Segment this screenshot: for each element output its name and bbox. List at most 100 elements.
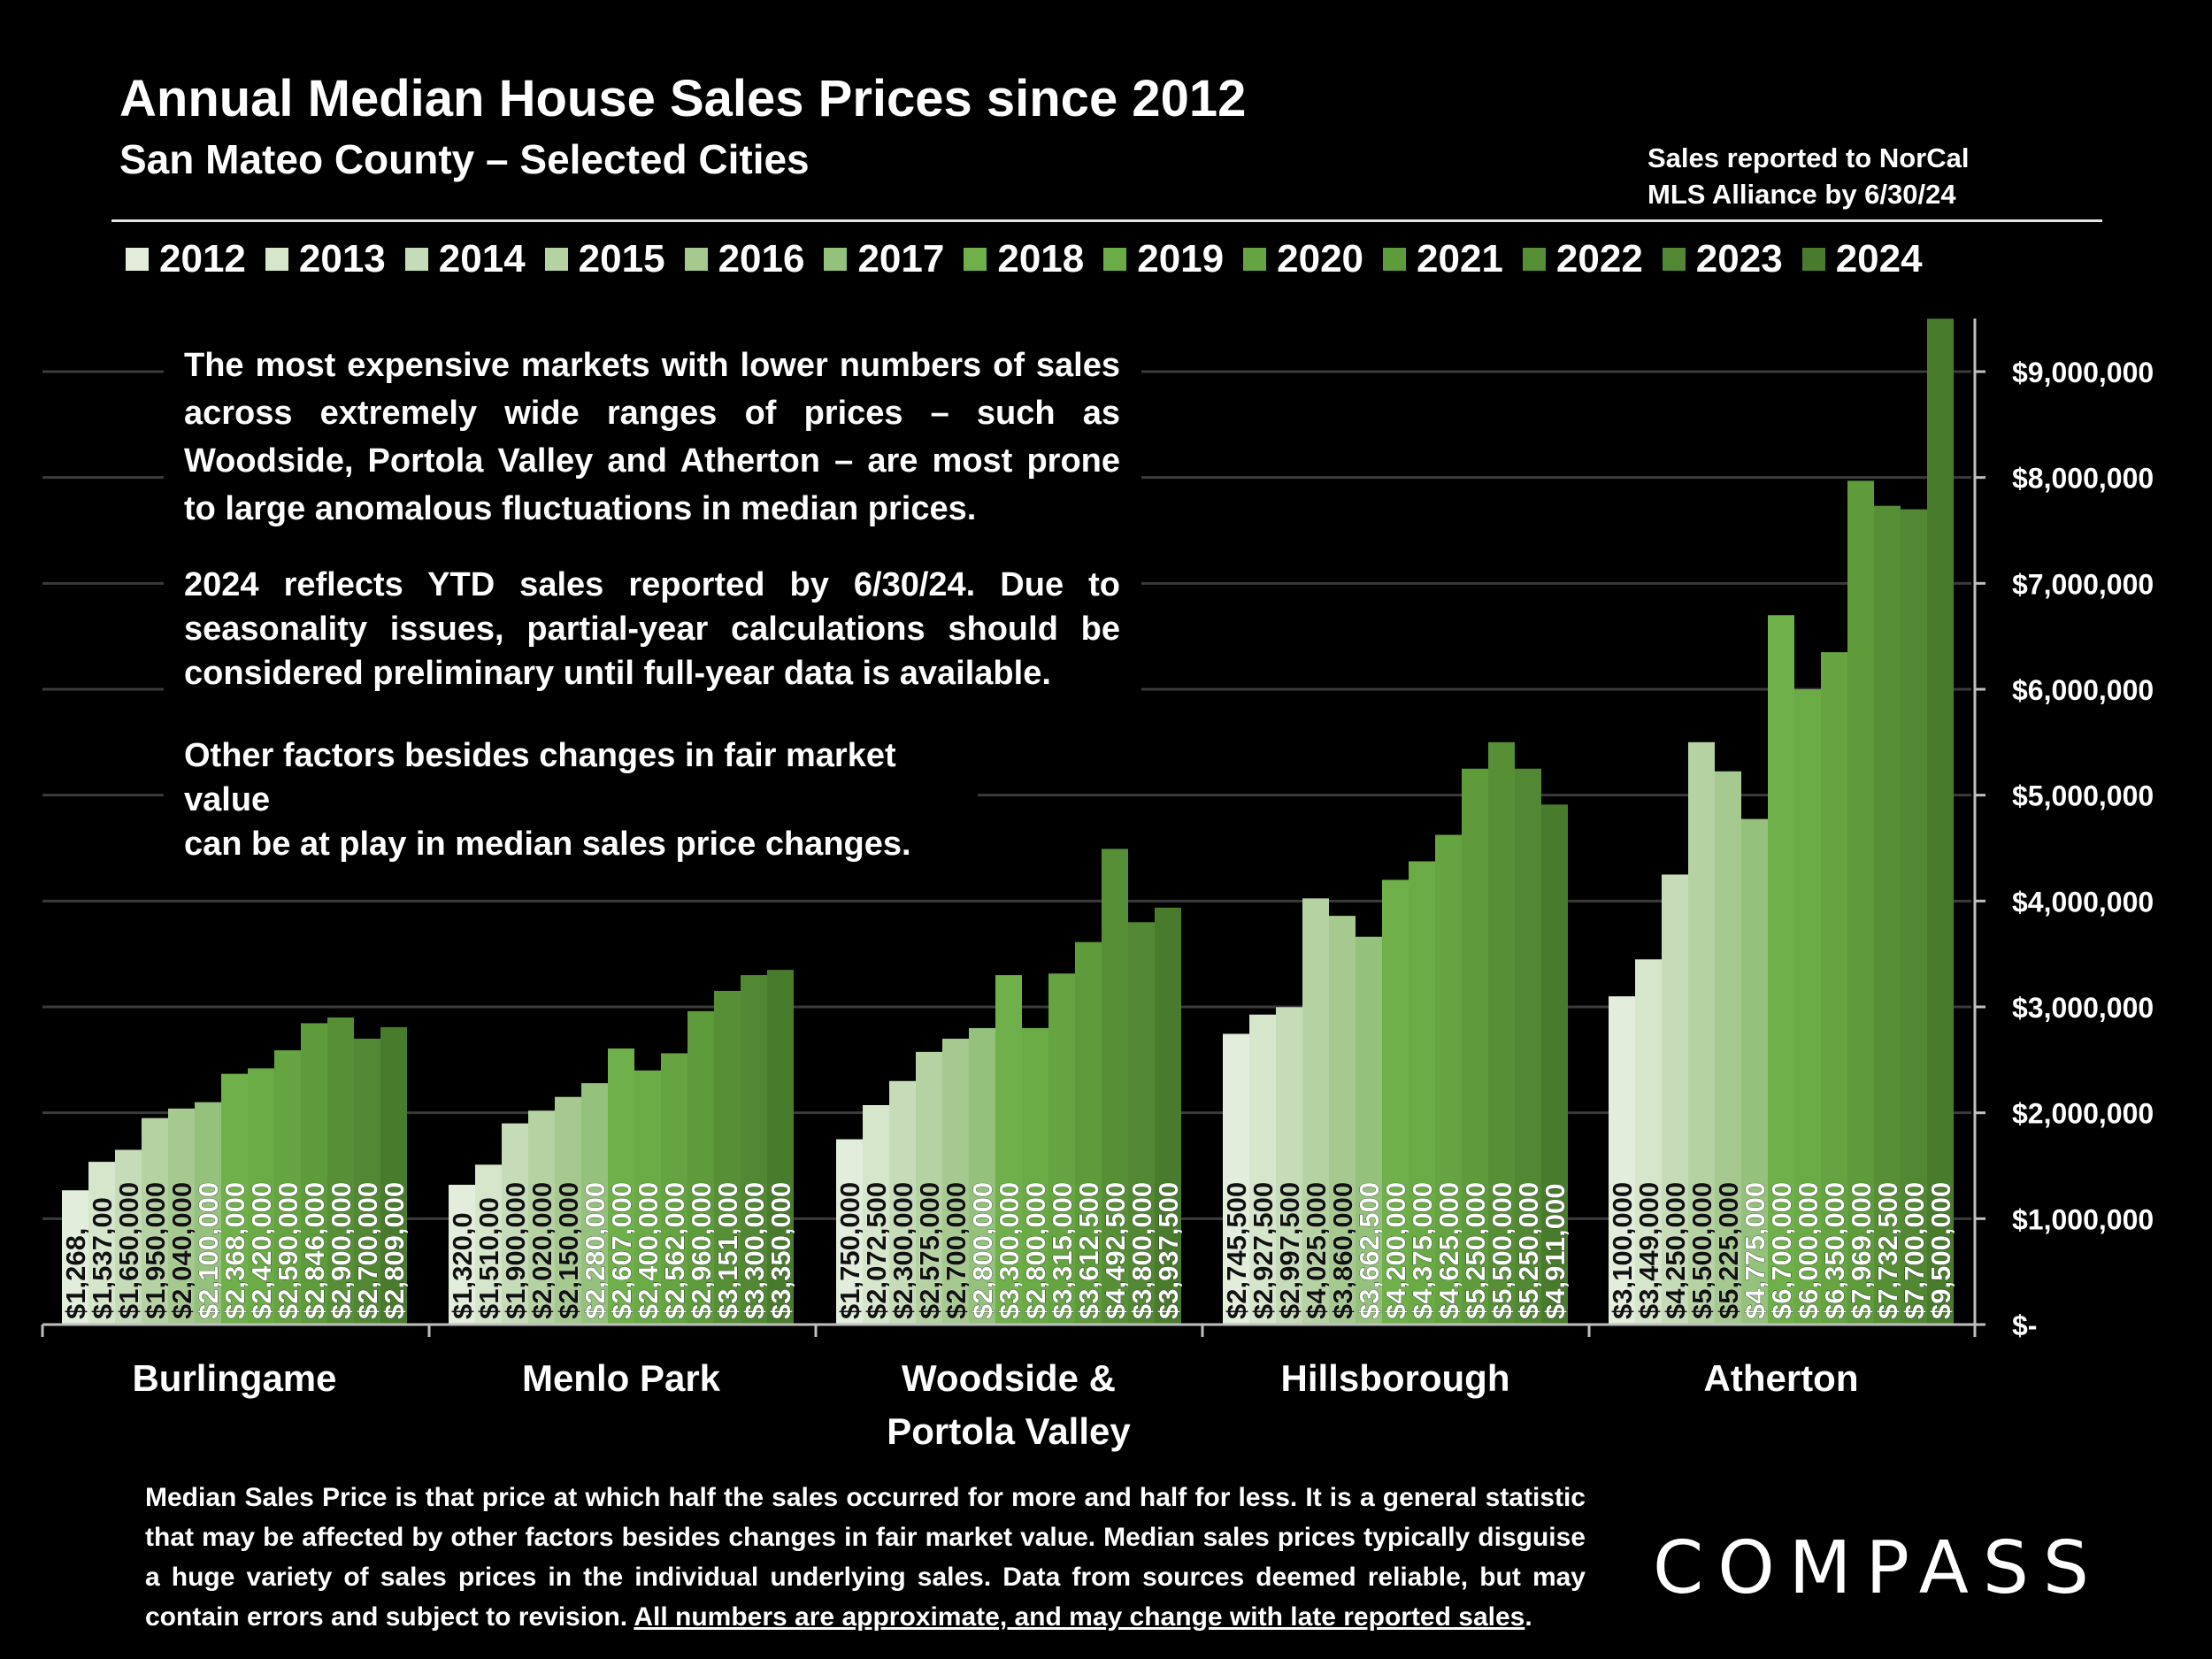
- bar: [1435, 834, 1462, 1325]
- bar: [1356, 936, 1382, 1325]
- bar-group-hillsborough: $2,745,500$2,927,500$2,997,500$4,025,000…: [1221, 741, 1571, 1325]
- legend-swatch: [824, 248, 848, 271]
- bar: [1022, 1027, 1048, 1325]
- bar: [115, 1149, 142, 1325]
- bar: [1128, 922, 1155, 1325]
- bar: [634, 1070, 661, 1325]
- data-label: $5,250,000: [1513, 1182, 1544, 1319]
- bar: [1662, 874, 1688, 1325]
- bar: [1741, 818, 1768, 1325]
- bar: [661, 1053, 687, 1325]
- bar: [1075, 941, 1102, 1325]
- bar: [1541, 804, 1568, 1325]
- data-label: $4,775,000: [1740, 1182, 1770, 1319]
- bar: [836, 1139, 863, 1325]
- data-label: $4,375,000: [1407, 1182, 1438, 1319]
- bar: [916, 1051, 942, 1325]
- y-tick-label: $7,000,000: [2012, 568, 2154, 600]
- data-label: $1,900,000: [500, 1182, 531, 1319]
- data-label: $2,072,500: [861, 1182, 892, 1319]
- data-label: $2,700,000: [941, 1182, 972, 1319]
- footnote-text: Median Sales Price is that price at whic…: [145, 1483, 1586, 1632]
- y-tick-label: $5,000,000: [2012, 780, 2154, 812]
- data-label: $3,151,000: [712, 1182, 743, 1319]
- bar-group-menlo-park: $1,320,0$1,510,00$1,900,000$2,020,000$2,…: [447, 970, 796, 1325]
- y-tick-label: $2,000,000: [2012, 1098, 2154, 1130]
- y-tick-label: $3,000,000: [2012, 992, 2154, 1024]
- legend-swatch: [544, 248, 568, 271]
- data-label: $4,911,000: [1540, 1184, 1571, 1319]
- bar-group-burlingame: $1,268,$1,537,00$1,650,000$1,950,000$2,0…: [60, 1017, 410, 1325]
- data-label: $2,745,500: [1221, 1182, 1252, 1319]
- legend-item-2019: 2019: [1103, 237, 1224, 281]
- bar: [301, 1023, 327, 1325]
- data-label: $9,500,000: [1925, 1182, 1956, 1319]
- legend-swatch: [1383, 248, 1407, 271]
- data-label: $2,575,000: [914, 1182, 945, 1319]
- header-divider: [111, 219, 2102, 222]
- legend-swatch: [1522, 248, 1546, 271]
- legend-swatch: [964, 248, 987, 271]
- data-label: $5,500,000: [1486, 1182, 1517, 1319]
- data-label: $2,997,500: [1274, 1182, 1305, 1319]
- legend-label: 2017: [857, 237, 945, 280]
- bar: [88, 1162, 115, 1325]
- data-label: $1,510,00: [473, 1197, 504, 1319]
- bar: [608, 1048, 634, 1325]
- footnote: Median Sales Price is that price at whic…: [145, 1478, 1586, 1637]
- bar: [1048, 973, 1075, 1325]
- data-label: $4,025,000: [1301, 1182, 1332, 1319]
- bar: [942, 1038, 969, 1325]
- data-label: $3,662,500: [1354, 1182, 1385, 1319]
- category-label: Menlo Park: [522, 1357, 721, 1399]
- data-label: $2,280,000: [580, 1182, 611, 1319]
- data-label: $4,250,000: [1660, 1182, 1691, 1319]
- legend-item-2014: 2014: [404, 237, 526, 281]
- data-label: $6,000,000: [1793, 1182, 1824, 1319]
- legend-item-2024: 2024: [1801, 237, 1923, 281]
- legend-item-2022: 2022: [1522, 237, 1643, 281]
- y-tick-label: $4,000,000: [2012, 886, 2154, 918]
- bar: [1927, 319, 1954, 1325]
- bar: [1635, 959, 1662, 1325]
- bar: [714, 990, 741, 1325]
- bar: [1329, 916, 1356, 1325]
- bar: [1382, 879, 1409, 1325]
- legend-label: 2023: [1695, 237, 1783, 280]
- bar: [1102, 849, 1128, 1325]
- legend-item-2020: 2020: [1243, 237, 1363, 281]
- bar: [327, 1017, 354, 1325]
- legend-label: 2013: [298, 237, 386, 280]
- legend-label: 2012: [159, 237, 246, 280]
- data-label: $2,846,000: [299, 1182, 330, 1319]
- legend-label: 2014: [438, 237, 526, 280]
- data-label: $3,937,500: [1153, 1182, 1184, 1319]
- legend-swatch: [1243, 248, 1267, 271]
- data-label: $5,225,000: [1713, 1182, 1744, 1319]
- page-title: Annual Median House Sales Prices since 2…: [119, 70, 1247, 127]
- data-label: $6,350,000: [1819, 1182, 1850, 1319]
- bar: [1302, 898, 1329, 1325]
- data-label: $3,300,000: [994, 1182, 1025, 1319]
- data-label: $2,800,000: [967, 1182, 998, 1319]
- legend-label: 2016: [718, 237, 805, 280]
- data-label: $3,800,000: [1126, 1182, 1157, 1319]
- legend-swatch: [1801, 248, 1825, 271]
- category-label: Hillsborough: [1281, 1357, 1510, 1399]
- data-label: $2,700,000: [352, 1182, 383, 1319]
- data-label: $1,268,: [60, 1228, 91, 1319]
- legend-swatch: [265, 248, 288, 271]
- category-label: Portola Valley: [887, 1410, 1131, 1452]
- data-label: $2,040,000: [166, 1182, 197, 1319]
- category-label: Atherton: [1704, 1357, 1859, 1399]
- bar: [449, 1185, 475, 1325]
- bar: [1901, 509, 1927, 1325]
- legend-swatch: [1103, 248, 1127, 271]
- legend-label: 2021: [1417, 237, 1503, 280]
- note-ytd-text: 2024 reflects YTD sales reported by 6/30…: [184, 566, 1120, 692]
- note-volatility-text: The most expensive markets with lower nu…: [184, 347, 1120, 527]
- y-tick-label: $-: [2012, 1310, 2037, 1341]
- data-label: $2,960,000: [686, 1182, 717, 1319]
- bar: [1249, 1014, 1276, 1325]
